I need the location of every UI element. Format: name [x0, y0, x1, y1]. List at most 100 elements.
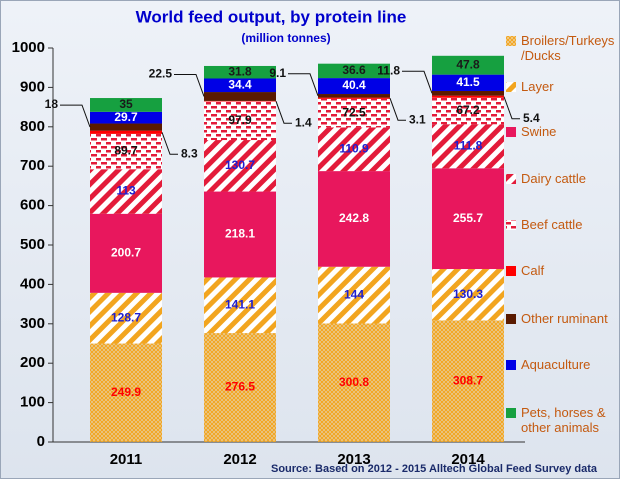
chart-title: World feed output, by protein line: [136, 7, 407, 26]
bar-segment: [432, 74, 504, 91]
bar-segment: [204, 78, 276, 93]
legend-marker: [506, 314, 516, 324]
legend-label: Layer: [521, 79, 554, 94]
value-label: 29.7: [114, 110, 138, 124]
bar-segment: [318, 98, 390, 128]
value-label: 218.1: [225, 227, 255, 241]
bar-segment: [90, 130, 162, 134]
chart-subtitle: (million tonnes): [241, 31, 330, 45]
bar-segment: [432, 90, 504, 96]
bar-segment: [318, 63, 390, 79]
leader-line: [60, 104, 91, 128]
bar-segment: [90, 292, 162, 344]
y-tick-label: 900: [20, 78, 45, 95]
value-label: 89.7: [114, 144, 138, 158]
value-label: 113: [116, 184, 136, 198]
x-tick-label: 2012: [223, 451, 256, 468]
bar-segment: [432, 55, 504, 75]
bar-segment: [90, 133, 162, 170]
y-tick-label: 100: [20, 394, 45, 411]
source: Source: Based on 2012 - 2015 Alltech Glo…: [271, 463, 598, 475]
legend-marker: [506, 360, 516, 370]
bar-segment: [204, 100, 276, 102]
legend-label: Swine: [521, 124, 557, 139]
value-label: 249.9: [111, 385, 141, 399]
y-tick-label: 1000: [12, 39, 45, 56]
value-label: 97.9: [228, 113, 252, 127]
bar-segment: [318, 127, 390, 172]
bar-segment: [432, 320, 504, 442]
y-tick-label: 0: [37, 433, 45, 450]
value-label: 1.4: [295, 115, 312, 129]
bar-segment: [90, 169, 162, 214]
y-tick-label: 800: [20, 118, 45, 135]
bar-segment: [204, 333, 276, 442]
leader-line: [503, 96, 520, 120]
bar-segment: [90, 123, 162, 131]
value-label: 3.1: [409, 112, 426, 126]
value-label: 8.3: [181, 146, 198, 160]
value-label: 308.7: [453, 373, 483, 387]
value-label: 31.8: [228, 64, 252, 78]
value-label: 255.7: [453, 211, 483, 225]
bar-segment: [204, 101, 276, 141]
value-label: 200.7: [111, 245, 141, 259]
value-label: 22.5: [149, 67, 173, 81]
value-label: 47.8: [456, 57, 480, 71]
value-label: 5.4: [523, 111, 540, 125]
value-label: 36.6: [342, 63, 366, 77]
bar-segment: [204, 65, 276, 79]
legend-marker: [506, 220, 516, 230]
leader-line: [174, 73, 205, 97]
bar-segment: [204, 277, 276, 334]
legend-label: Other ruminant: [521, 311, 608, 326]
value-label: 276.5: [225, 380, 255, 394]
legend-marker: [506, 174, 516, 184]
bar-segment: [318, 97, 390, 99]
value-label: 130.7: [225, 158, 255, 172]
legend-marker: [506, 82, 516, 92]
bar-segment: [90, 213, 162, 293]
leader-line: [161, 132, 178, 155]
bar-segment: [318, 323, 390, 442]
bar-segment: [432, 95, 504, 98]
value-label: 242.8: [339, 211, 369, 225]
bar-segment: [318, 94, 390, 98]
x-tick-label: 2014: [451, 451, 485, 468]
y-tick-label: 600: [20, 197, 45, 214]
value-label: 144: [344, 287, 364, 301]
leader-line: [288, 73, 319, 96]
value-label: 111.8: [454, 138, 483, 152]
legend-label: Aquaculture: [521, 357, 591, 372]
bar-segment: [90, 111, 162, 124]
bar-segment: [318, 171, 390, 267]
value-label: 128.7: [111, 310, 141, 324]
x-tick-label: 2011: [110, 451, 143, 468]
legend-label: Pets, horses & other animals: [521, 405, 606, 435]
bar-segment: [90, 343, 162, 442]
leader-line: [389, 98, 406, 121]
bar-segment: [318, 266, 390, 324]
y-tick-label: 400: [20, 275, 45, 292]
legend-label: Dairy cattle: [521, 171, 587, 186]
y-tick-label: 700: [20, 157, 45, 174]
legend-marker: [506, 408, 516, 418]
value-label: 9.1: [269, 66, 286, 80]
legend-label: Broilers/Turkeys /Ducks: [521, 33, 615, 63]
legend-marker: [506, 127, 516, 137]
y-tick-label: 500: [20, 236, 45, 253]
bar-segment: [432, 124, 504, 169]
value-label: 67.2: [456, 103, 480, 117]
value-label: 35: [119, 97, 133, 111]
legend-label: Calf: [521, 263, 545, 278]
bar-segment: [318, 78, 390, 95]
value-label: 110.9: [339, 141, 369, 155]
legend-marker: [506, 266, 516, 276]
legend-label: Beef cattle: [521, 217, 583, 232]
bar-segment: [432, 168, 504, 270]
leader-line: [402, 70, 433, 94]
bar-segment: [432, 269, 504, 321]
bar-segment: [204, 191, 276, 278]
